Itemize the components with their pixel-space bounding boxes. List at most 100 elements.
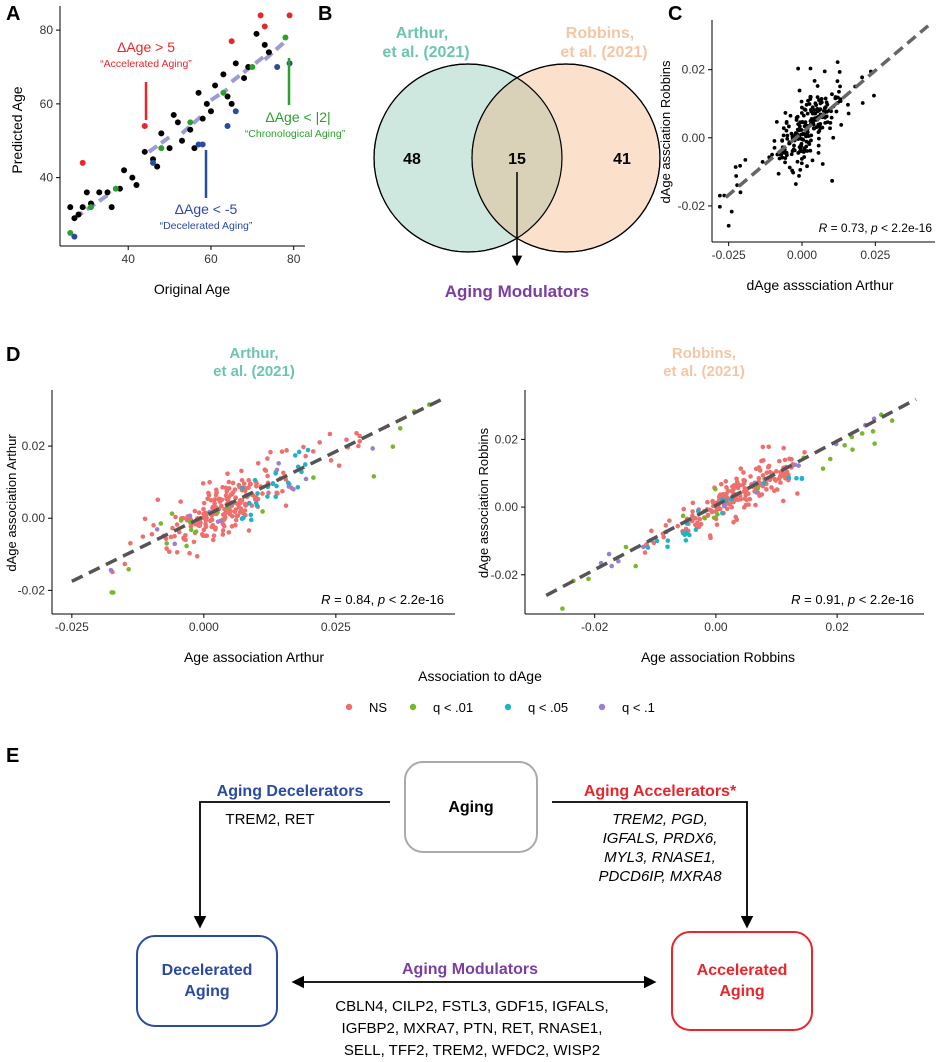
panel-d-right-point [712, 486, 718, 492]
panel-c-point [790, 134, 795, 139]
accelerators-genes-2: IGFALS, PRDX6, [603, 830, 718, 847]
panel-d-left-point [170, 525, 175, 531]
panel-d-right-point [633, 563, 638, 569]
panel-d-right-stat-mid: = 0.91, [801, 592, 848, 607]
panel-d-left-point [142, 516, 148, 522]
panel-a-point-black [83, 189, 90, 196]
panel-d-right-stat: R = 0.91, p < 2.2e-16 [791, 592, 914, 607]
panel-d-right-point [743, 502, 749, 508]
panel-d-left-point [224, 489, 230, 494]
panel-d-left-point [255, 460, 261, 466]
panel-d-right-point [765, 464, 771, 470]
panel-c-point [823, 120, 828, 125]
panel-c-stat-mid: = 0.73, [827, 221, 871, 235]
panel-d-right-point [741, 470, 746, 475]
panel-c-point [872, 93, 876, 98]
panel-d-right-point [731, 486, 736, 492]
accelerated-sublabel: “Accelerated Aging” [100, 58, 192, 70]
accelerators-genes-3: MYL3, RNASE1, [604, 849, 716, 866]
legend-ns-swatch [345, 703, 353, 711]
panel-d-right-point [690, 509, 695, 514]
panel-a-point-black [191, 145, 198, 152]
panel-a-point-black [108, 204, 115, 211]
panel-d-left-point [242, 508, 248, 513]
legend-q1-label: q < .1 [622, 700, 655, 715]
panel-c-point [815, 109, 820, 114]
panel-a-fit-segment [147, 135, 171, 154]
panel-d-right-point [799, 475, 805, 481]
panel-d-right-point [609, 563, 614, 569]
legend-q01-label: q < .01 [433, 700, 473, 715]
panel-c-point [783, 156, 788, 161]
panel-d-left-point [168, 534, 174, 540]
panel-d-right-point [734, 517, 740, 523]
panel-d-left-point [305, 447, 311, 453]
panel-d-left-point [158, 521, 164, 526]
modulators-genes-2: IGFBP2, MXRA7, PTN, RET, RNASE1, [342, 1020, 603, 1037]
panel-c-point [831, 135, 836, 140]
panel-c-point [804, 144, 809, 149]
panel-a-point-black [141, 148, 148, 155]
panel-c-point [816, 130, 821, 135]
panel-d-left-point [248, 517, 254, 523]
panel-d-left-point [281, 470, 286, 476]
panel-d-right-point [616, 558, 621, 564]
panel-d-left-point [128, 540, 133, 546]
panel-d-left-point [370, 446, 375, 451]
panel-d-left-point [235, 513, 241, 518]
panel-a-point-accelerated [261, 23, 268, 30]
panel-d-left-point [241, 515, 246, 521]
panel-d-left-point [230, 480, 236, 486]
panel-c-point [772, 145, 777, 150]
panel-d-right-point [675, 523, 681, 529]
panel-letter-a: A [6, 3, 20, 25]
panel-d-right-point [859, 431, 865, 436]
panel-a-point-accelerated [228, 38, 235, 45]
panel-c-point [799, 137, 804, 141]
panel-d-right-point [776, 458, 782, 464]
panel-d-left-point [196, 510, 202, 515]
panel-c-point [735, 183, 740, 188]
panel-d-left-point [328, 458, 334, 463]
panel-d-left-point [166, 549, 172, 555]
accelerators-genes-1: TREM2, PGD, [612, 811, 708, 828]
panel-d-left-point [279, 449, 285, 454]
panel-d-left-point [187, 550, 192, 556]
panel-d-left-point [210, 537, 216, 543]
panel-d-left-point [154, 527, 160, 532]
panel-a-point-black [187, 126, 194, 133]
panel-d-left-point [220, 532, 226, 537]
panel-d-left-point [317, 440, 322, 445]
panel-a-point-decelerated [71, 233, 78, 240]
panel-c-point [813, 111, 818, 116]
panel-d-left-point [178, 499, 183, 504]
panel-c-point [833, 96, 838, 101]
panel-d-left-point [174, 549, 180, 555]
legend: Association to dAge NS q < .01 q < .05 q… [345, 668, 655, 715]
panel-d-left-point [221, 523, 227, 529]
panel-c-point [805, 149, 810, 153]
panel-c-point [781, 126, 786, 131]
panel-d-right-ytick-label: 0.00 [495, 500, 519, 514]
panel-c-stat-end: < 2.2e-16 [878, 221, 933, 235]
panel-d-left-point [172, 533, 177, 539]
panel-c-point [816, 143, 821, 148]
panel-c-point [829, 109, 833, 114]
panel-d-right-point [792, 462, 798, 468]
panel-d-left-point [109, 590, 115, 595]
panel-d-left-point [169, 511, 175, 516]
panel-a-point-black [158, 130, 165, 137]
panel-d-right-point [697, 516, 703, 522]
panel-c-point [824, 114, 829, 119]
aging-box-label: Aging [448, 799, 493, 816]
panel-c-point [810, 105, 815, 110]
panel-d-right-point [743, 492, 749, 498]
panel-c-point [717, 204, 722, 209]
panel-d-right-point [872, 441, 877, 446]
panel-c-point [787, 124, 791, 129]
panel-d-right-point [781, 445, 786, 451]
panel-d-left-stat-r: R [321, 592, 330, 607]
panel-d-left-point [260, 491, 265, 496]
panel-c-point [770, 152, 774, 157]
panel-c-point [784, 128, 789, 133]
